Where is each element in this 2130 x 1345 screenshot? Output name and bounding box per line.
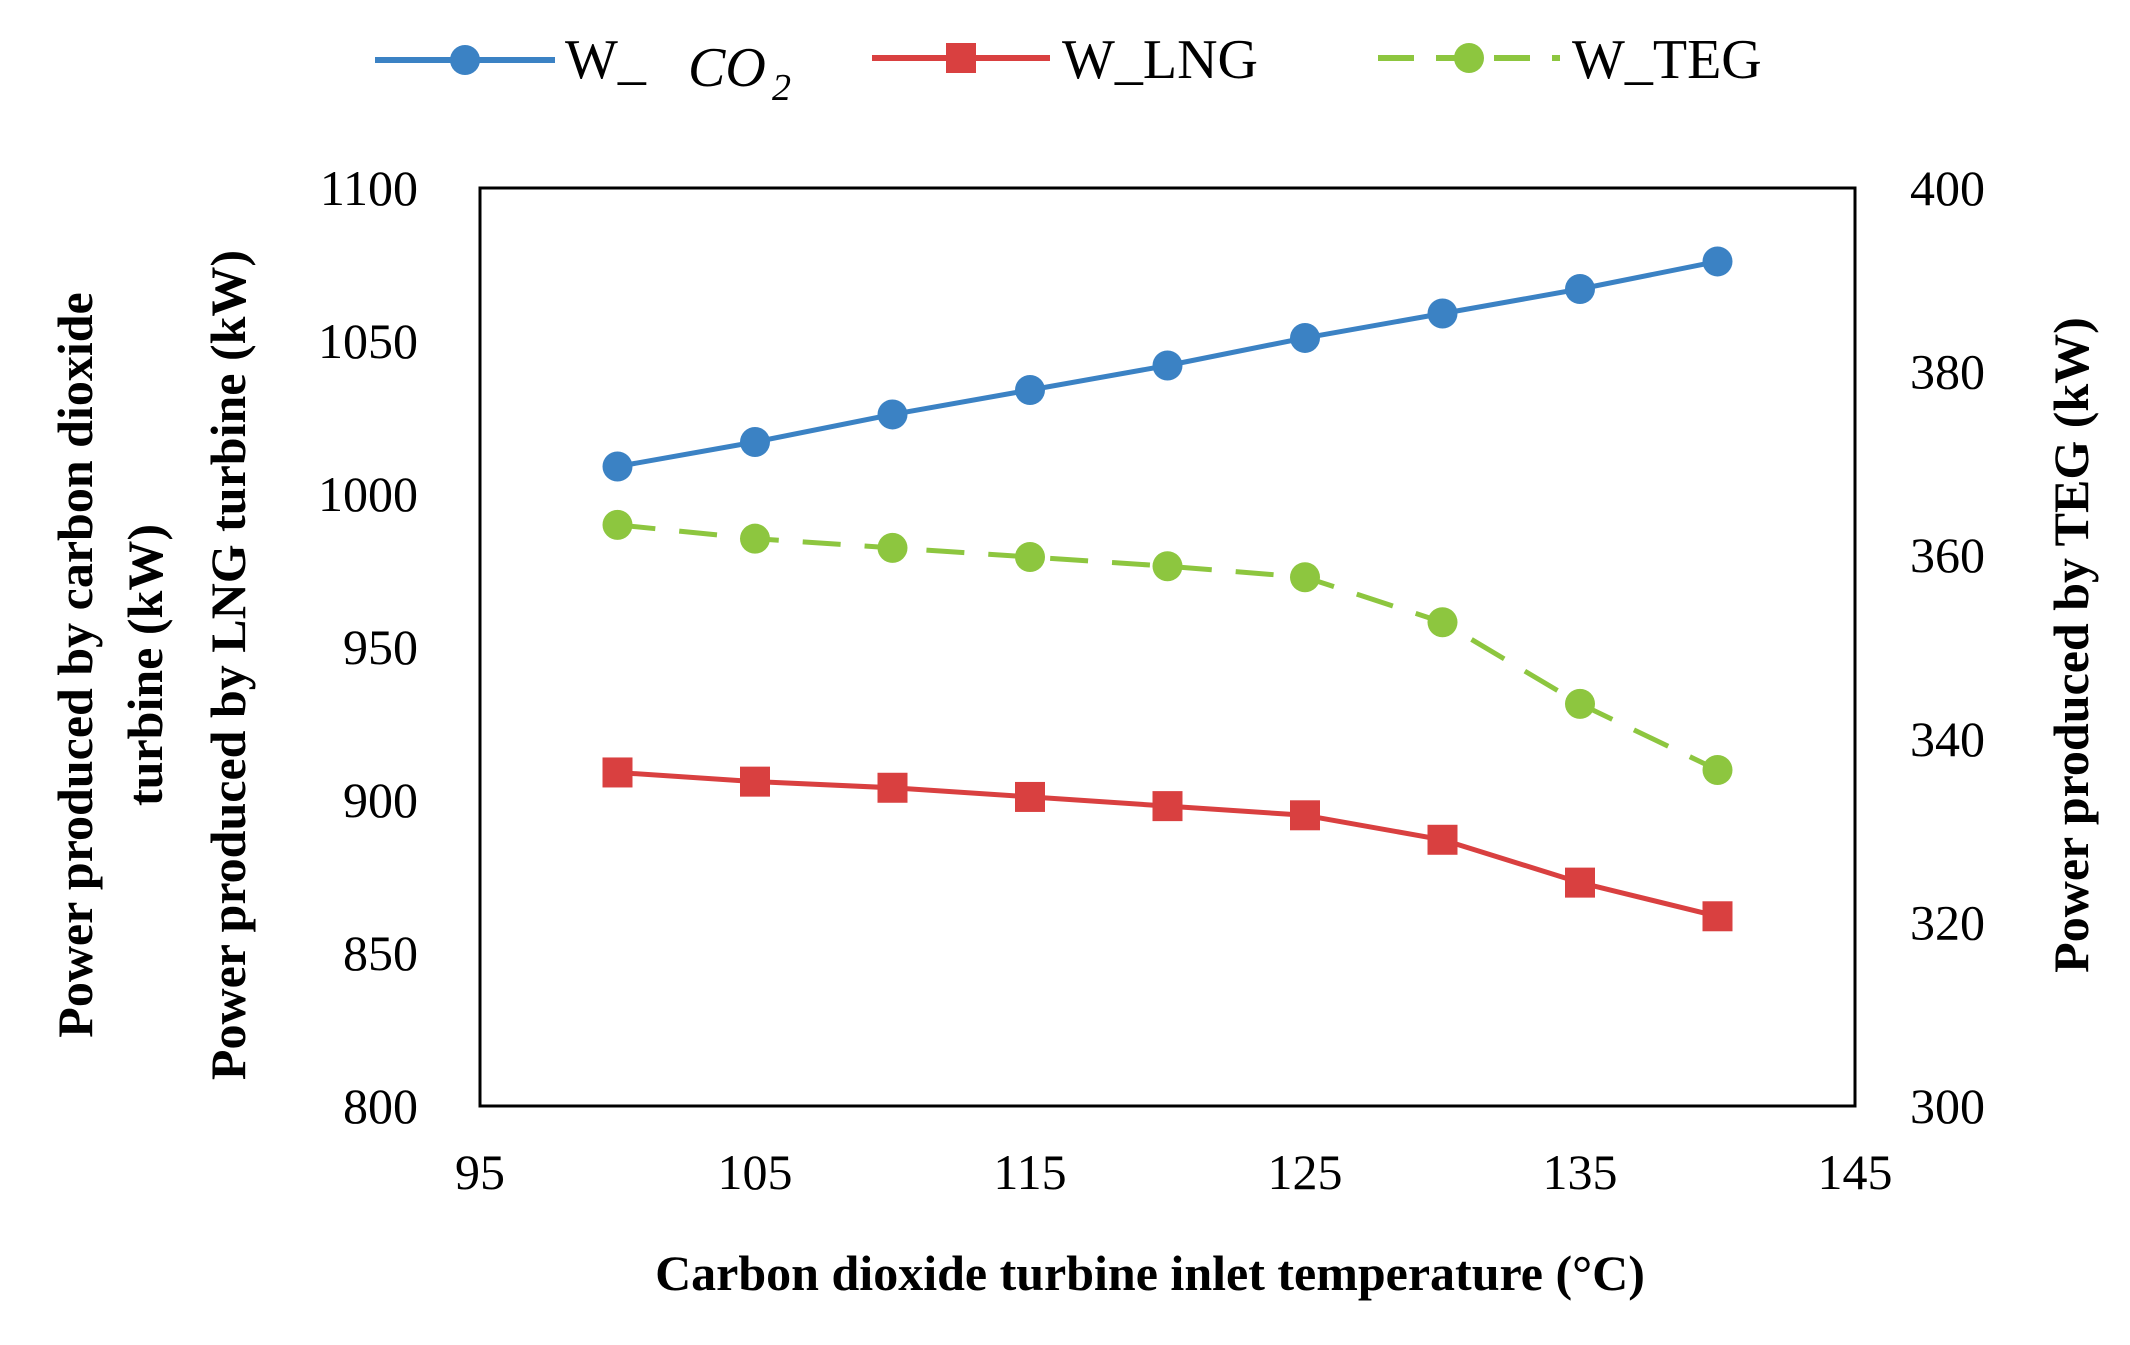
legend-marker-teg — [1454, 43, 1484, 73]
x-tick-label: 125 — [1268, 1144, 1343, 1200]
y-left-tick-label: 1100 — [320, 160, 418, 216]
legend-label-co2-math: CO — [688, 37, 766, 99]
data-point-teg — [1565, 688, 1595, 719]
y-left-axis-title-line2-group: turbine (kW) — [117, 524, 173, 806]
y-right-tick-label: 320 — [1910, 894, 1985, 950]
data-point-teg — [1152, 551, 1183, 582]
y-right-axis-ticks: 300 320 340 360 380 400 — [1910, 160, 1985, 1134]
data-point-teg — [740, 523, 770, 554]
y-left-tick-label: 1050 — [318, 313, 418, 369]
data-point-lng — [1015, 781, 1045, 812]
data-point-teg — [1427, 607, 1458, 638]
data-point-co2 — [1565, 273, 1595, 304]
y-left-axis-title-line2: turbine (kW) — [117, 524, 173, 806]
data-point-lng — [1290, 800, 1320, 831]
y-left-axis-title-line1-group: Power produced by carbon dioxide — [47, 292, 103, 1037]
x-tick-label: 95 — [455, 1144, 505, 1200]
series-line-teg — [617, 522, 1719, 773]
data-point-co2 — [602, 451, 633, 482]
legend-label-co2-sub: 2 — [772, 67, 791, 109]
data-point-teg — [877, 532, 908, 563]
y-right-tick-label: 340 — [1910, 711, 1985, 767]
legend-item-lng: W_LNG — [872, 29, 1258, 91]
data-point-co2 — [1152, 350, 1183, 381]
y-right-axis-title-group: Power produced by TEG (kW) — [2043, 317, 2099, 973]
data-point-lng — [1565, 867, 1595, 898]
data-point-lng — [1427, 824, 1458, 855]
legend-label-teg: W_TEG — [1572, 29, 1762, 91]
y-right-tick-label: 400 — [1910, 160, 1985, 216]
x-tick-label: 115 — [993, 1144, 1066, 1200]
legend: W_ CO 2 W_LNG W_TEG — [375, 29, 1762, 109]
y-left-axis-title-line3-group: Power produced by LNG turbine (kW) — [200, 250, 256, 1080]
data-point-lng — [602, 757, 633, 788]
y-left-axis-title-line3: Power produced by LNG turbine (kW) — [200, 250, 256, 1080]
y-left-tick-label: 850 — [343, 925, 418, 981]
legend-item-co2: W_ CO 2 — [375, 29, 791, 109]
legend-label-co2: W_ — [565, 29, 647, 91]
data-point-teg — [1290, 562, 1320, 593]
data-point-teg — [1015, 542, 1045, 573]
data-point-co2 — [740, 426, 770, 457]
data-point-teg — [1702, 755, 1733, 786]
plot-area-frame — [478, 186, 1857, 1108]
data-point-co2 — [1702, 246, 1733, 277]
data-point-lng — [740, 766, 770, 797]
data-point-co2 — [1015, 374, 1045, 405]
y-left-tick-label: 800 — [343, 1078, 418, 1134]
legend-item-teg: W_TEG — [1378, 29, 1762, 91]
data-point-co2 — [877, 399, 908, 430]
y-right-tick-label: 380 — [1910, 344, 1985, 400]
legend-marker-co2 — [450, 45, 480, 75]
y-left-tick-label: 1000 — [318, 466, 418, 522]
data-point-co2 — [1290, 322, 1320, 353]
series-layer — [602, 246, 1733, 932]
data-point-teg — [602, 509, 633, 540]
x-tick-label: 105 — [718, 1144, 793, 1200]
y-left-tick-label: 900 — [343, 772, 418, 828]
y-right-tick-label: 300 — [1910, 1078, 1985, 1134]
x-tick-label: 145 — [1818, 1144, 1893, 1200]
y-left-axis-title-line1: Power produced by carbon dioxide — [47, 292, 103, 1037]
legend-label-lng: W_LNG — [1062, 29, 1258, 91]
data-point-lng — [1152, 791, 1183, 822]
x-axis-title: Carbon dioxide turbine inlet temperature… — [655, 1245, 1645, 1301]
y-right-axis-title: Power produced by TEG (kW) — [2043, 317, 2099, 973]
data-point-lng — [877, 772, 908, 803]
y-left-axis-ticks: 800 850 900 950 1000 1050 1100 — [318, 160, 418, 1134]
y-left-tick-label: 950 — [343, 619, 418, 675]
x-axis-ticks: 95 105 115 125 135 145 — [455, 1144, 1893, 1200]
y-right-tick-label: 360 — [1910, 527, 1985, 583]
data-point-co2 — [1427, 298, 1458, 329]
x-tick-label: 135 — [1543, 1144, 1618, 1200]
legend-marker-lng — [946, 43, 976, 73]
data-point-lng — [1702, 901, 1733, 932]
